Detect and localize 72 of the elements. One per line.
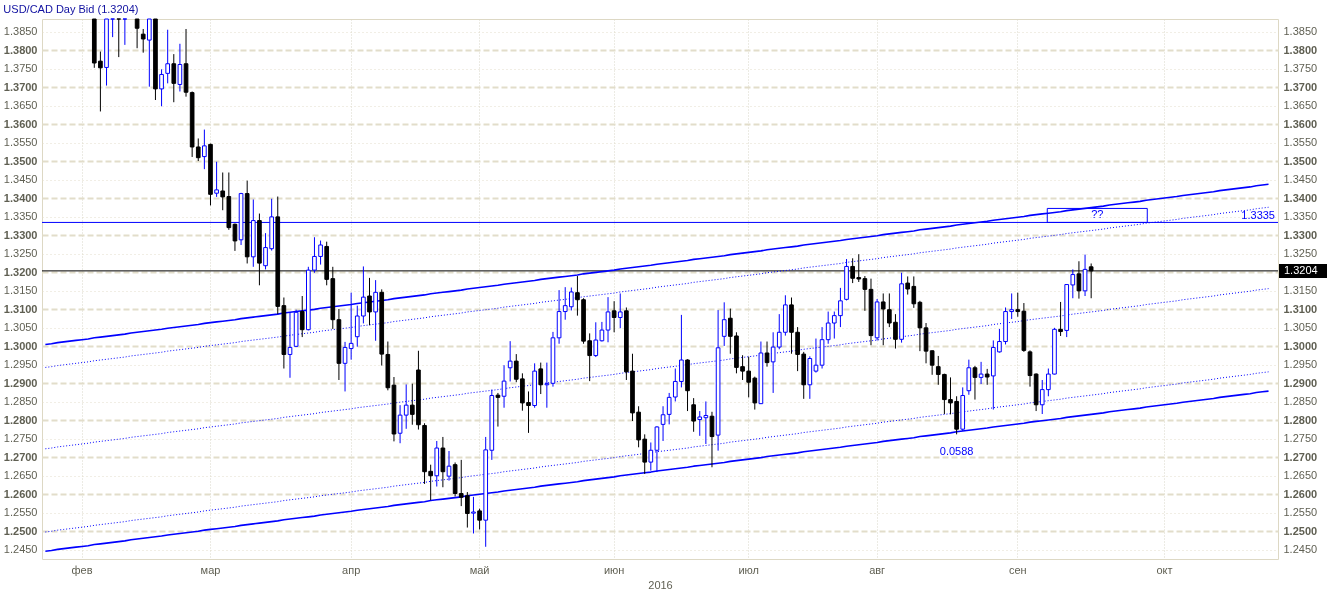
y2-tick-label: 1.2900: [1283, 376, 1318, 389]
y-tick-label: 1.2450: [3, 543, 38, 556]
y-tick-label: 1.3750: [3, 62, 38, 75]
y2-tick-label: 1.3400: [1283, 191, 1318, 204]
y-tick-label: 1.3050: [3, 321, 38, 334]
y-tick-label: 1.3100: [3, 302, 38, 315]
y2-tick-label: 1.3800: [1283, 43, 1318, 56]
annotation: ??: [1091, 208, 1104, 221]
y-tick-label: 1.3300: [3, 228, 38, 241]
y2-tick-label: 1.3100: [1283, 302, 1318, 315]
y-tick-label: 1.3000: [3, 339, 38, 352]
x-tick-label: фев: [71, 563, 93, 576]
y-tick-label: 1.3400: [3, 191, 38, 204]
y-tick-label: 1.3200: [3, 265, 38, 278]
y-tick-label: 1.2900: [3, 376, 38, 389]
annotation: 0.0588: [939, 445, 974, 458]
y-tick-label: 1.2500: [3, 524, 38, 537]
y-tick-label: 1.3350: [3, 210, 38, 223]
y2-tick-label: 1.3450: [1283, 173, 1318, 186]
y-tick-label: 1.2950: [3, 358, 38, 371]
y2-tick-label: 1.3300: [1283, 228, 1318, 241]
y-tick-label: 1.3650: [3, 99, 38, 112]
y-tick-label: 1.3550: [3, 136, 38, 149]
y2-tick-label: 1.2500: [1283, 524, 1318, 537]
y2-tick-label: 1.3250: [1283, 247, 1318, 260]
y2-tick-label: 1.2700: [1283, 450, 1318, 463]
y2-tick-label: 1.2550: [1283, 506, 1318, 519]
y-tick-label: 1.2800: [3, 413, 38, 426]
y-tick-label: 1.2550: [3, 506, 38, 519]
y-tick-label: 1.3700: [3, 80, 38, 93]
x-tick-label: июл: [738, 563, 759, 576]
x-tick-label: май: [469, 563, 490, 576]
y2-tick-label: 1.3700: [1283, 80, 1318, 93]
y2-tick-label: 1.2600: [1283, 487, 1318, 500]
x-tick-label: апр: [342, 563, 361, 576]
y-tick-label: 1.3150: [3, 284, 38, 297]
x-tick-label: июн: [603, 563, 625, 576]
y-tick-label: 1.3800: [3, 43, 38, 56]
x-tick-label: сен: [1008, 563, 1027, 576]
y2-tick-label: 1.3750: [1283, 62, 1318, 75]
y-tick-label: 1.3450: [3, 173, 38, 186]
y2-tick-label: 1.3600: [1283, 117, 1318, 130]
y2-tick-label: 1.3350: [1283, 210, 1318, 223]
y2-tick-label: 1.2850: [1283, 395, 1318, 408]
y-tick-label: 1.3500: [3, 154, 38, 167]
y2-tick-label: 1.2450: [1283, 543, 1318, 556]
y-tick-label: 1.3250: [3, 247, 38, 260]
y-tick-label: 1.2700: [3, 450, 38, 463]
y2-tick-label: 1.2800: [1283, 413, 1318, 426]
y2-tick-label: 1.2750: [1283, 432, 1318, 445]
y-tick-label: 1.3850: [3, 25, 38, 38]
y2-tick-label: 1.3050: [1283, 321, 1318, 334]
y-tick-label: 1.2600: [3, 487, 38, 500]
x-tick-label: авг: [869, 563, 886, 576]
ref-line-label: 1.3204: [1284, 263, 1318, 276]
chart-title: USD/CAD Day Bid (1.3204): [3, 2, 139, 15]
y2-tick-label: 1.2950: [1283, 358, 1318, 371]
y2-tick-label: 1.3150: [1283, 284, 1318, 297]
y-tick-label: 1.2650: [3, 469, 38, 482]
y-tick-label: 1.2750: [3, 432, 38, 445]
y2-tick-label: 1.3850: [1283, 25, 1318, 38]
y2-tick-label: 1.3650: [1283, 99, 1318, 112]
y2-tick-label: 1.3500: [1283, 154, 1318, 167]
y2-tick-label: 1.3000: [1283, 339, 1318, 352]
x-tick-label: мар: [200, 563, 221, 576]
y2-tick-label: 1.2650: [1283, 469, 1318, 482]
ref-line-label: 1.3335: [1241, 209, 1275, 222]
y-tick-label: 1.3600: [3, 117, 38, 130]
y-tick-label: 1.2850: [3, 395, 38, 408]
x-tick-label: окт: [1156, 563, 1173, 576]
x-axis-title: 2016: [648, 578, 673, 591]
y2-tick-label: 1.3550: [1283, 136, 1318, 149]
